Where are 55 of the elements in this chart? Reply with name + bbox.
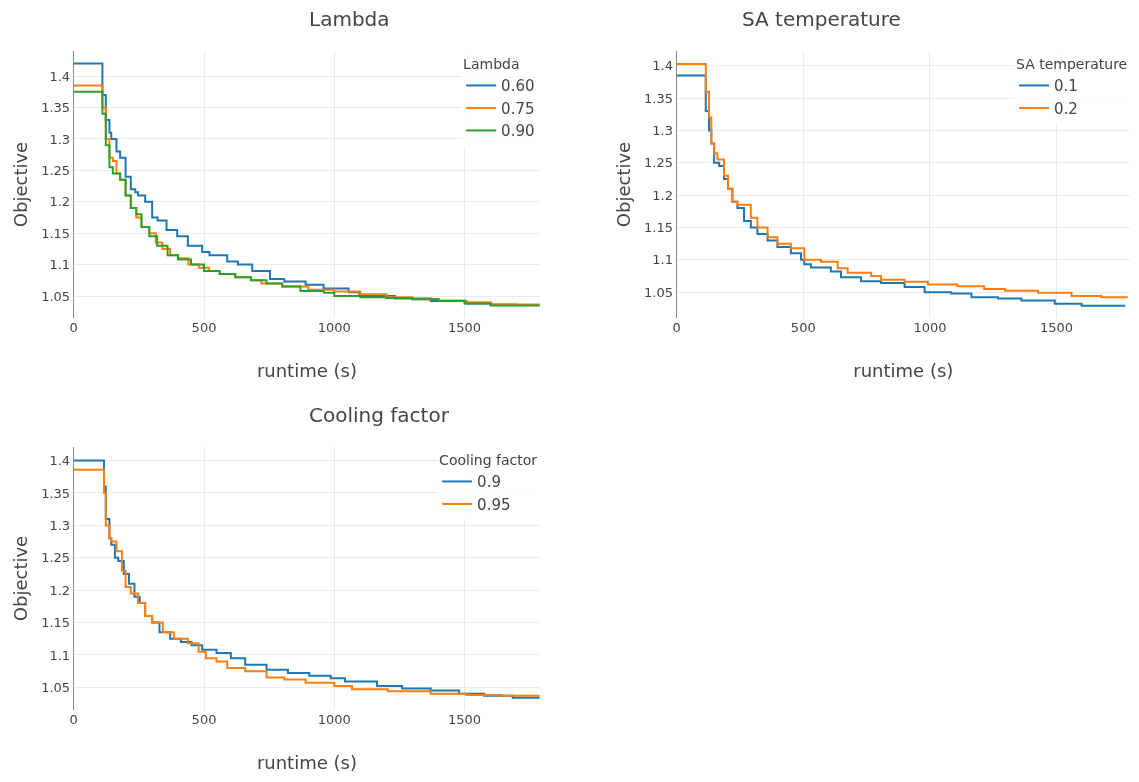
x-axis-title: runtime (s) (256, 752, 357, 774)
y-tick-label: 1.2 (49, 582, 71, 598)
y-tick-label: 1.25 (41, 162, 71, 178)
x-tick-label: 500 (191, 712, 217, 727)
y-tick-label: 1.3 (652, 123, 674, 139)
x-tick-label: 1500 (448, 320, 482, 335)
legend-label: 0.1 (1054, 77, 1078, 96)
legend-label: 0.90 (501, 122, 535, 141)
chart-title: Cooling factor (309, 403, 450, 427)
y-tick-label: 1.1 (49, 257, 71, 273)
x-tick-label: 500 (790, 320, 816, 335)
y-tick-label: 1.2 (652, 187, 674, 203)
y-tick-label: 1.3 (49, 517, 71, 533)
y-tick-label: 1.35 (41, 485, 71, 501)
y-tick-label: 1.15 (41, 225, 71, 241)
legend-title: Lambda (463, 56, 520, 73)
legend-label: 0.2 (1054, 99, 1078, 118)
y-tick-label: 1.15 (644, 220, 674, 236)
x-tick-label: 1000 (913, 320, 947, 335)
y-tick-label: 1.05 (644, 284, 674, 300)
y-tick-label: 1.2 (49, 194, 71, 210)
legend-label: 0.95 (477, 495, 511, 514)
y-tick-label: 1.35 (644, 90, 674, 106)
y-tick-label: 1.15 (41, 615, 71, 631)
x-axis-title: runtime (s) (256, 360, 357, 382)
y-tick-label: 1.05 (41, 288, 71, 304)
legend-title: SA temperature (1016, 56, 1128, 73)
x-tick-label: 1500 (448, 712, 482, 727)
chart-title: Lambda (309, 7, 390, 31)
legend-title: Cooling factor (439, 452, 538, 469)
x-tick-label: 1000 (317, 320, 351, 335)
x-tick-label: 0 (69, 320, 78, 335)
y-axis-title: Objective (10, 535, 32, 622)
x-tick-label: 0 (672, 320, 681, 335)
legend-label: 0.60 (501, 77, 535, 96)
legend-label: 0.75 (501, 99, 535, 118)
y-tick-label: 1.4 (49, 68, 71, 84)
y-tick-label: 1.4 (49, 453, 71, 469)
y-tick-label: 1.3 (49, 131, 71, 147)
legend-label: 0.9 (477, 473, 501, 492)
chart-title: SA temperature (742, 7, 901, 31)
y-tick-label: 1.1 (49, 647, 71, 663)
x-tick-label: 0 (69, 712, 78, 727)
y-axis-title: Objective (10, 141, 32, 228)
x-tick-label: 500 (191, 320, 217, 335)
x-axis-title: runtime (s) (853, 360, 954, 382)
x-tick-label: 1500 (1040, 320, 1074, 335)
y-tick-label: 1.4 (652, 58, 674, 74)
x-tick-label: 1000 (317, 712, 351, 727)
y-axis-title: Objective (613, 141, 635, 228)
y-tick-label: 1.05 (41, 679, 71, 695)
y-tick-label: 1.25 (41, 550, 71, 566)
y-tick-label: 1.25 (644, 155, 674, 171)
y-tick-label: 1.1 (652, 252, 674, 268)
y-tick-label: 1.35 (41, 100, 71, 116)
